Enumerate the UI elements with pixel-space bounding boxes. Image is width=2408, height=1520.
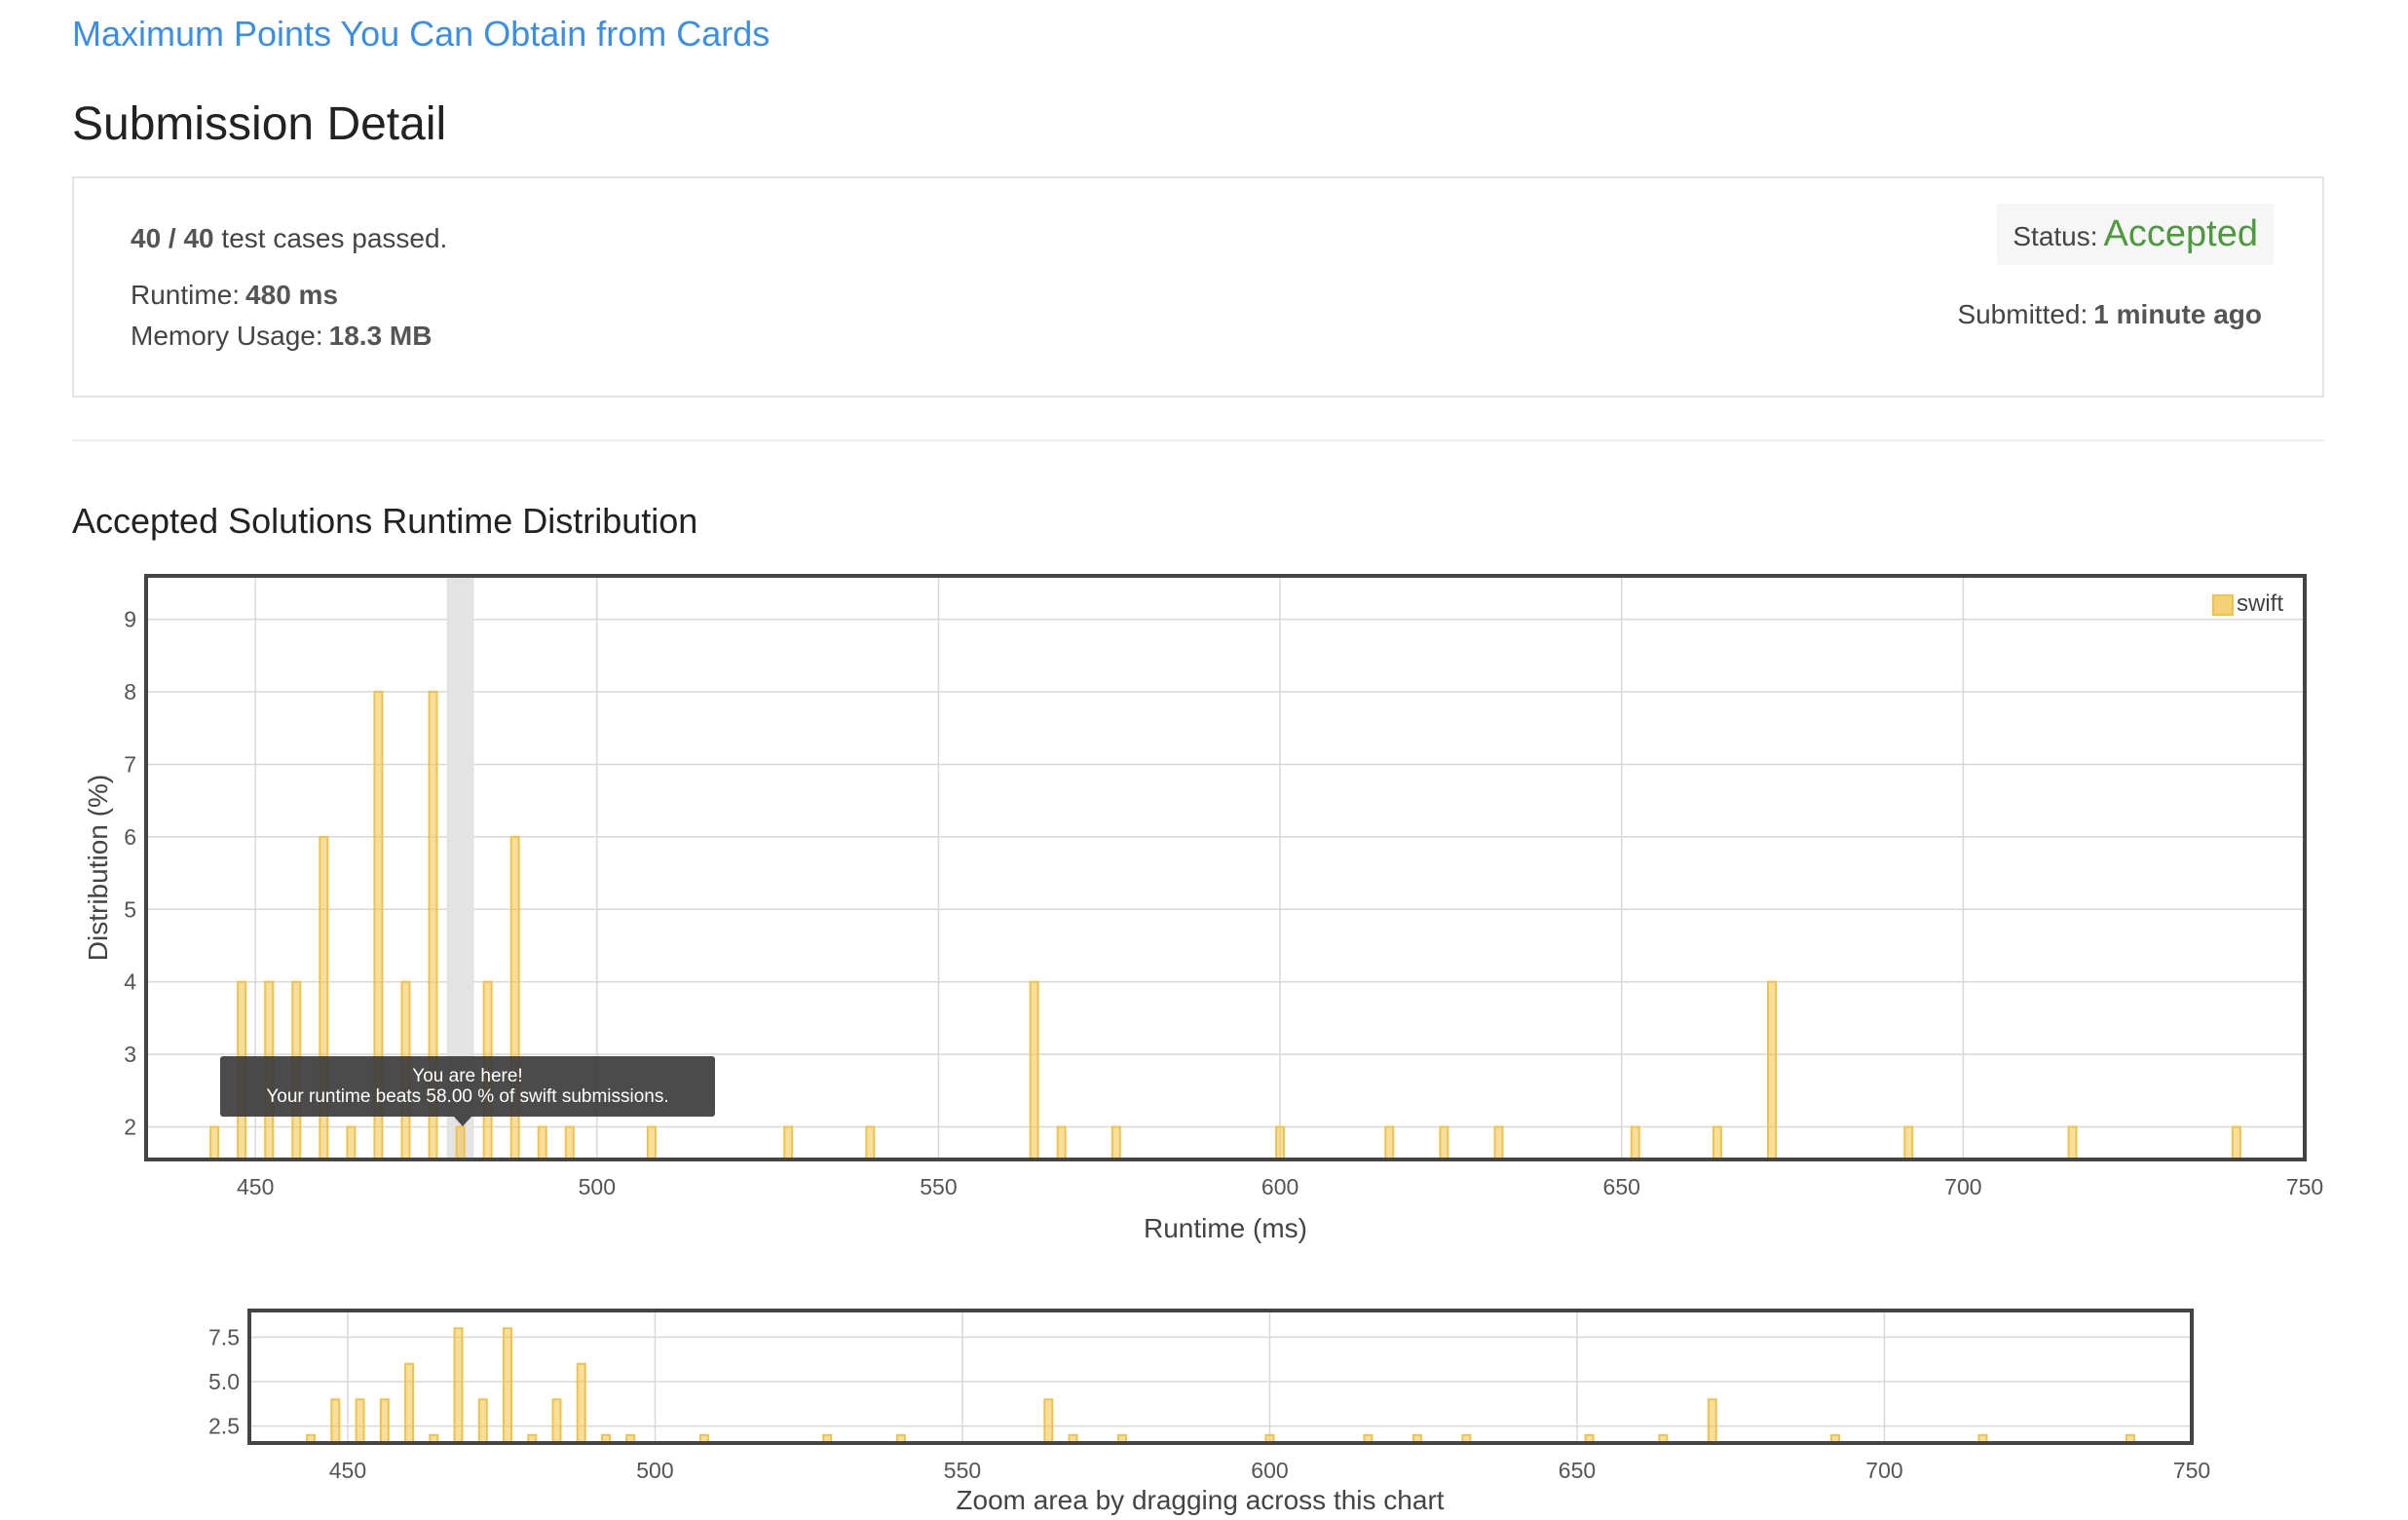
- histogram-bar: [355, 1398, 365, 1444]
- problem-title-link[interactable]: Maximum Points You Can Obtain from Cards: [72, 14, 771, 54]
- histogram-bar: [1043, 1398, 1054, 1444]
- histogram-bar: [346, 1125, 357, 1160]
- histogram-bar: [1439, 1125, 1449, 1160]
- histogram-bar: [1110, 1125, 1121, 1160]
- y-tick-label: 7: [124, 752, 136, 778]
- submitted-row: Submitted: 1 minute ago: [1957, 299, 2262, 330]
- section-divider: [72, 439, 2324, 441]
- runtime-row: Runtime: 480 ms: [131, 280, 338, 311]
- histogram-bar: [865, 1125, 876, 1160]
- histogram-bar: [576, 1362, 586, 1445]
- y-tick-label: 3: [124, 1042, 136, 1067]
- x-axis-title: Runtime (ms): [1144, 1213, 1307, 1243]
- histogram-bar: [1630, 1125, 1640, 1160]
- x-tick-label: 750: [2173, 1458, 2210, 1483]
- histogram-bar: [209, 1125, 220, 1160]
- x-tick-label: 500: [636, 1458, 673, 1483]
- x-tick-label: 700: [1865, 1458, 1902, 1483]
- runtime-label: Runtime:: [131, 280, 241, 310]
- y-axis-title: Distribution (%): [83, 775, 113, 961]
- test-cases-summary: 40 / 40 test cases passed.: [131, 223, 447, 254]
- x-tick-label: 600: [1251, 1458, 1288, 1483]
- x-tick-label: 450: [237, 1174, 274, 1199]
- runtime-tooltip: You are here! Your runtime beats 58.00 %…: [220, 1056, 715, 1117]
- histogram-bar: [2067, 1125, 2078, 1160]
- histogram-bar: [453, 1327, 464, 1444]
- histogram-bar: [551, 1398, 562, 1444]
- histogram-bar: [1493, 1125, 1504, 1160]
- histogram-bar: [477, 1398, 488, 1444]
- status-value[interactable]: Accepted: [2103, 213, 2258, 254]
- submitted-value: 1 minute ago: [2093, 299, 2262, 329]
- memory-row: Memory Usage: 18.3 MB: [131, 321, 432, 352]
- x-tick-label: 550: [944, 1458, 981, 1483]
- y-tick-label: 7.5: [208, 1324, 240, 1349]
- tooltip-line-1: You are here!: [412, 1066, 523, 1086]
- cases-passed-count: 40 / 40: [131, 223, 214, 253]
- y-tick-label: 5.0: [208, 1369, 240, 1394]
- y-tick-label: 5: [124, 896, 136, 922]
- histogram-bar: [1707, 1398, 1717, 1444]
- histogram-bar: [379, 1398, 390, 1444]
- x-tick-label: 500: [579, 1174, 616, 1199]
- histogram-bar: [2231, 1125, 2241, 1160]
- submission-detail-panel: 40 / 40 test cases passed. Runtime: 480 m…: [72, 176, 2324, 398]
- cases-passed-suffix: test cases passed.: [221, 223, 448, 253]
- distribution-section-title: Accepted Solutions Runtime Distribution: [72, 501, 698, 541]
- histogram-bar: [1903, 1125, 1914, 1160]
- runtime-value: 480 ms: [245, 280, 339, 310]
- status-label: Status:: [2013, 221, 2098, 251]
- histogram-bar: [646, 1125, 657, 1160]
- y-tick-label: 9: [124, 607, 136, 632]
- histogram-bar: [404, 1362, 415, 1445]
- x-tick-label: 650: [1559, 1458, 1596, 1483]
- plot-frame: [144, 574, 2307, 1161]
- submitted-label: Submitted:: [1957, 299, 2088, 329]
- memory-label: Memory Usage:: [131, 321, 323, 351]
- histogram-bar: [1712, 1125, 1722, 1160]
- legend-swatch: [2212, 594, 2234, 616]
- x-tick-label: 750: [2286, 1174, 2323, 1199]
- histogram-bar: [537, 1125, 547, 1160]
- tooltip-line-2: Your runtime beats 58.00 % of swift subm…: [266, 1086, 669, 1107]
- y-tick-label: 6: [124, 824, 136, 850]
- page-title: Submission Detail: [72, 98, 447, 150]
- plot-frame: [247, 1309, 2194, 1445]
- y-tick-label: 8: [124, 679, 136, 704]
- x-tick-label: 700: [1944, 1174, 1981, 1199]
- y-tick-label: 4: [124, 969, 136, 995]
- histogram-bar: [1275, 1125, 1286, 1160]
- histogram-bar: [1029, 980, 1039, 1161]
- x-tick-label: 550: [920, 1174, 957, 1199]
- x-tick-label: 450: [329, 1458, 366, 1483]
- legend-label: swift: [2237, 590, 2283, 617]
- status-badge[interactable]: Status: Accepted: [1997, 204, 2274, 265]
- memory-value: 18.3 MB: [328, 321, 433, 351]
- y-tick-label: 2: [124, 1115, 136, 1140]
- histogram-bar: [1767, 980, 1778, 1161]
- histogram-bar: [503, 1327, 513, 1444]
- x-tick-label: 600: [1261, 1174, 1298, 1199]
- histogram-bar: [783, 1125, 794, 1160]
- histogram-bar: [1384, 1125, 1395, 1160]
- histogram-bar: [564, 1125, 575, 1160]
- tooltip-arrow: [454, 1117, 471, 1126]
- histogram-bar: [1056, 1125, 1067, 1160]
- histogram-bar: [455, 1125, 466, 1160]
- y-tick-label: 2.5: [208, 1414, 240, 1439]
- zoom-caption: Zoom area by dragging across this chart: [956, 1485, 1444, 1515]
- histogram-bar: [330, 1398, 341, 1444]
- x-tick-label: 650: [1603, 1174, 1640, 1199]
